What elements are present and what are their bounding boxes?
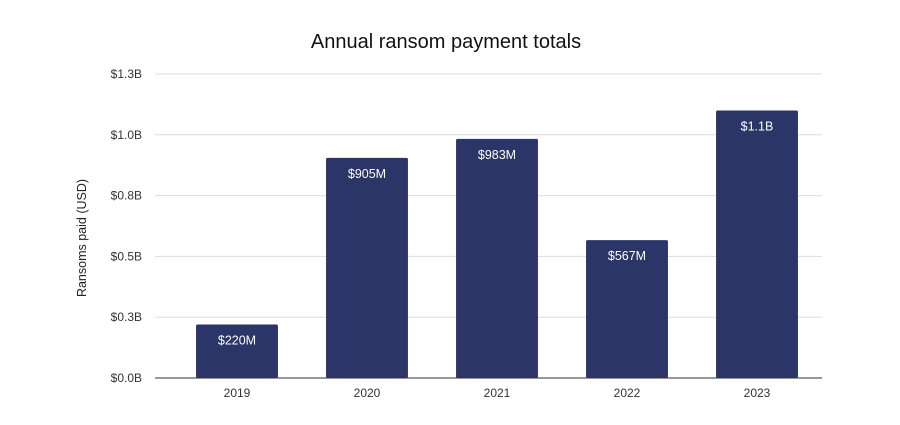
y-tick-label: $1.3B	[111, 67, 142, 81]
data-label: $220M	[218, 333, 256, 347]
data-label: $1.1B	[741, 119, 774, 133]
bar	[586, 240, 668, 378]
bar	[196, 324, 278, 378]
bar	[456, 138, 538, 378]
y-axis-title: Ransoms paid (USD)	[75, 179, 89, 297]
y-tick-label: $0.8B	[111, 189, 142, 203]
data-label: $983M	[478, 148, 516, 162]
bars	[196, 110, 798, 378]
y-tick-label: $1.0B	[111, 128, 142, 142]
data-label: $567M	[608, 249, 646, 263]
y-tick-label: $0.3B	[111, 310, 142, 324]
bar	[326, 157, 408, 378]
y-tick-label: $0.0B	[111, 371, 142, 385]
x-tick-label: 2023	[744, 386, 771, 400]
data-label: $905M	[348, 167, 386, 181]
chart-title: Annual ransom payment totals	[311, 31, 581, 53]
x-axis-tick-labels: 2019 2020 2021 2022 2023	[224, 386, 771, 400]
x-tick-label: 2020	[354, 386, 381, 400]
x-tick-label: 2021	[484, 386, 511, 400]
bar	[716, 110, 798, 378]
x-tick-label: 2019	[224, 386, 251, 400]
y-axis-tick-labels: $0.0B $0.3B $0.5B $0.8B $1.0B $1.3B	[111, 67, 142, 385]
y-tick-label: $0.5B	[111, 249, 142, 263]
data-labels: $220M $905M $983M $567M $1.1B	[218, 119, 773, 347]
x-tick-label: 2022	[614, 386, 641, 400]
